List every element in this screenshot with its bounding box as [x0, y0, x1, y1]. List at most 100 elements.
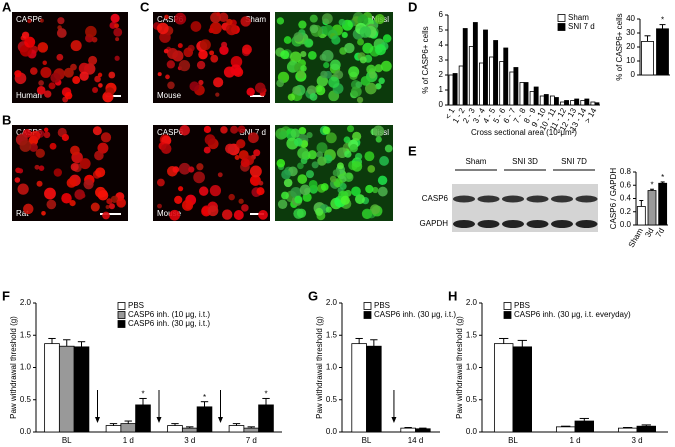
micrograph-cell: [276, 79, 284, 88]
micrograph-cell: [332, 169, 340, 177]
micrograph-cell: [290, 51, 302, 63]
micrograph-cell: [157, 203, 162, 209]
bar: [554, 97, 559, 106]
bar: [580, 100, 586, 106]
micrograph-cell: [97, 142, 109, 154]
micrograph-cell: [19, 44, 32, 57]
micrograph-cell: [230, 55, 243, 68]
micrograph-cell: [178, 60, 191, 72]
bar: [472, 22, 478, 106]
x-tick-label: 7d: [654, 227, 666, 239]
bar: [448, 74, 454, 106]
micrograph-cell: [292, 85, 301, 95]
bar: [641, 41, 654, 76]
micrograph-cell: [341, 31, 348, 39]
bar: [400, 427, 416, 433]
y-axis-label: Paw withdrawal threshold (g): [455, 316, 464, 419]
micrograph-cell: [97, 189, 109, 201]
micrograph-cell: [178, 162, 191, 175]
legend-swatch: [557, 23, 566, 31]
micrograph-cell: [246, 87, 255, 97]
bar: [539, 95, 545, 106]
blot-band: [526, 220, 549, 228]
micrograph-cell: [347, 125, 355, 133]
micrograph-cell: [253, 149, 261, 157]
legend-label: CASP6 inh. (30 μg, i.t.): [374, 310, 456, 319]
micrograph-cell: [308, 180, 318, 189]
micrograph-cell: [166, 60, 175, 69]
micrograph-cell: [198, 49, 208, 60]
legend-swatch: [503, 302, 512, 310]
y-tick-label: 1.5: [466, 330, 478, 339]
y-tick-label: 0.4: [620, 194, 632, 203]
bar: [503, 47, 509, 106]
bar: [618, 427, 638, 433]
micrograph-cell: [228, 193, 235, 201]
micrograph-cell: [290, 186, 302, 199]
y-tick-label: 3: [439, 55, 444, 64]
micrograph-cell: [30, 67, 38, 75]
bar: [523, 82, 529, 106]
micrograph-cell: [372, 125, 385, 137]
micrograph-cell: [92, 87, 99, 93]
micrograph-cell: [377, 186, 388, 197]
micrograph-cell: [198, 186, 209, 196]
y-tick-label: 0: [439, 100, 444, 109]
legend-label: Sham: [568, 13, 589, 22]
micrograph-cell: [208, 27, 214, 34]
bar: [574, 98, 580, 106]
micrograph-cell: [198, 79, 204, 86]
micrograph-cell: [248, 132, 259, 144]
micrograph-cell: [356, 96, 364, 103]
micrograph-cell: [43, 127, 49, 133]
micrograph-cell: [207, 205, 219, 217]
micrograph-cell: [365, 82, 377, 95]
micrograph-cell: [234, 155, 240, 161]
panel-letter: E: [408, 143, 417, 158]
micrograph-cell: [209, 185, 222, 197]
bar: [570, 100, 576, 106]
micrograph-cell: [14, 177, 21, 183]
y-tick-label: 6: [439, 10, 444, 19]
micrograph-cell: [352, 131, 362, 141]
panel-letter: F: [2, 288, 10, 303]
micrograph-cell: [63, 67, 74, 78]
y-tick-label: 0.0: [20, 427, 32, 436]
micrograph-cell: [80, 193, 86, 199]
micrograph-cell: [334, 70, 344, 80]
micrograph-cell: [213, 77, 224, 88]
micrograph-cell: [315, 85, 326, 96]
micrograph-cell: [56, 28, 67, 38]
blot-lane-label: SNI 7D: [561, 157, 587, 166]
x-tick-label: 1 d: [123, 436, 134, 445]
micrograph-cell: [325, 132, 337, 144]
micrograph-cell: [106, 198, 113, 205]
micrograph-cell: [167, 48, 179, 60]
micrograph-cell: [46, 199, 57, 210]
bar: [533, 86, 539, 106]
micrograph-cell: [293, 137, 303, 147]
micrograph-cell: [70, 40, 82, 52]
micrograph-cell: [249, 175, 261, 186]
bar: [44, 343, 60, 433]
micrograph-cell: [169, 209, 181, 221]
micrograph-cell: [226, 18, 233, 26]
micrograph-cell: [290, 128, 300, 138]
micrograph-cell: [311, 161, 319, 169]
y-tick-label: 4: [439, 40, 444, 49]
micrograph-cell: [110, 195, 119, 203]
micrograph-cell: [219, 45, 229, 55]
y-axis-label: % of CASP6+ cells: [421, 26, 430, 93]
micrograph-cell: [258, 209, 268, 220]
micrograph-cell: [43, 131, 51, 139]
micrograph-cell: [172, 166, 180, 173]
micrograph-cell: [196, 60, 206, 70]
micrograph-cell: [218, 12, 229, 23]
bar: [512, 346, 533, 433]
bar: [181, 427, 198, 433]
micrograph-cell: [323, 62, 330, 69]
x-tick-label: BL: [62, 436, 72, 445]
micrograph-cell: [339, 182, 347, 190]
micrograph-cell: [338, 18, 346, 26]
micrograph-cell: [183, 47, 194, 58]
